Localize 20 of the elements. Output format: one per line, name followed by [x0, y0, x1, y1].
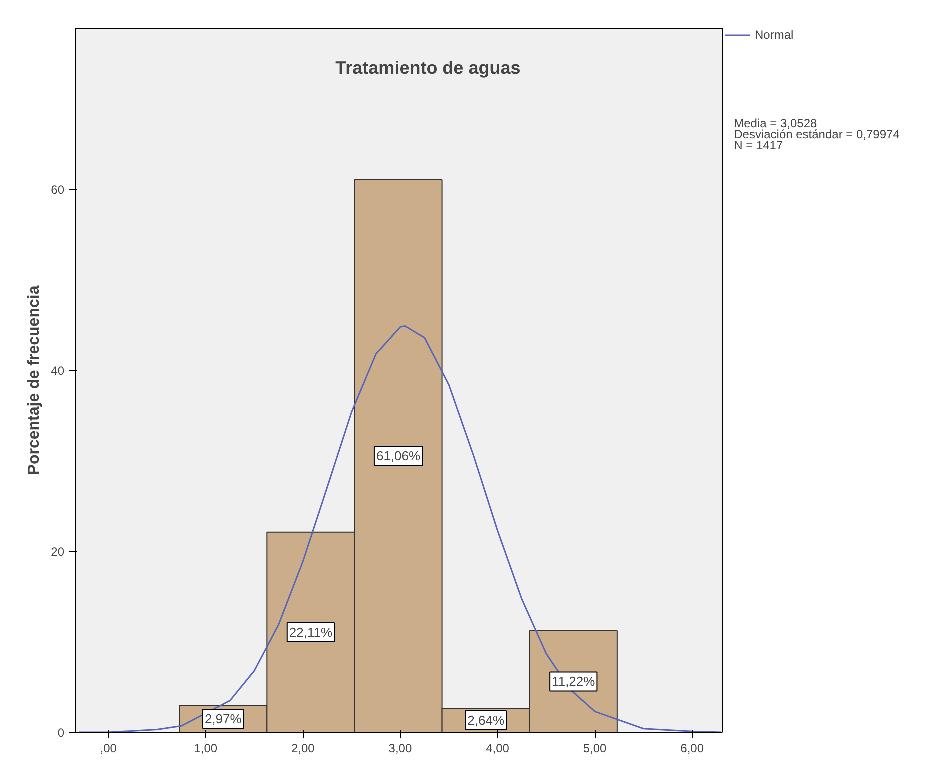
y-tick-label: 40: [51, 364, 65, 378]
x-tick-label: 3,00: [388, 742, 412, 756]
data-label: 2,97%: [204, 712, 242, 727]
text: Media = 3,0528: [734, 116, 818, 130]
y-tick-label: 20: [51, 545, 65, 560]
legend-label: Normal: [755, 28, 794, 42]
text: Tratamiento de aguas: [336, 58, 521, 78]
y-axis-title: Porcentaje de frecuencia: [26, 286, 44, 476]
y-tick-label: 0: [58, 726, 65, 740]
x-tick-label: 1,00: [194, 742, 218, 756]
x-tick-label: 2,00: [291, 742, 316, 756]
y-tick-label: 60: [51, 183, 65, 198]
data-label: 61,06%: [376, 448, 421, 464]
x-tick-label: 4,00: [486, 742, 510, 756]
data-label: 11,22%: [552, 674, 596, 690]
x-tick-label: 5,00: [583, 742, 608, 756]
x-tick-label: ,00: [100, 742, 118, 756]
data-label: 22,11%: [289, 624, 333, 640]
x-tick-label: 6,00: [680, 742, 704, 756]
data-label: 2,64%: [468, 713, 505, 728]
